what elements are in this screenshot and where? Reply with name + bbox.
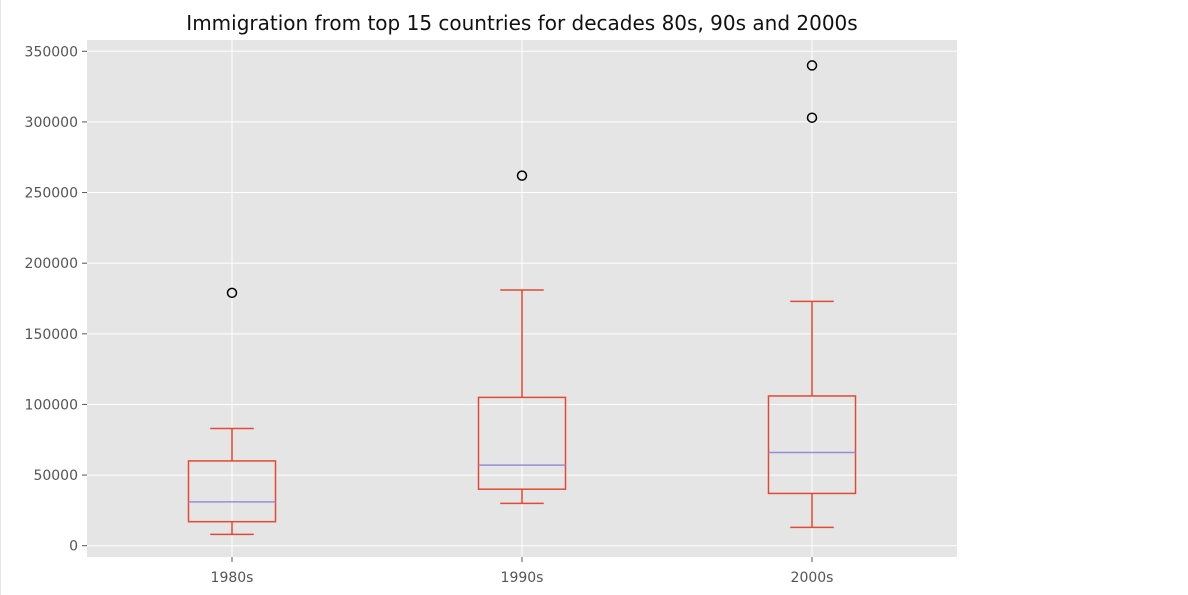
interquartile-box <box>767 395 857 495</box>
x-tick-label: 1980s <box>211 570 254 586</box>
box-2000s <box>767 60 857 529</box>
interquartile-box <box>187 460 277 523</box>
x-tick-label: 2000s <box>791 570 834 586</box>
x-axis-ticks: 1980s 1990s 2000s <box>211 557 834 586</box>
y-tick-label: 250000 <box>25 186 78 202</box>
outlier-point <box>806 60 818 71</box>
y-tick-label: 0 <box>69 539 78 555</box>
outlier-point <box>806 112 818 123</box>
y-tick-label: 100000 <box>25 397 78 413</box>
outlier-point <box>516 170 528 181</box>
y-tick-label: 350000 <box>25 44 78 60</box>
y-tick-label: 150000 <box>25 327 78 343</box>
interquartile-box <box>477 396 567 490</box>
y-tick-label: 300000 <box>25 115 78 131</box>
outlier-point <box>226 287 238 299</box>
box-1990s <box>477 170 567 505</box>
box-plot-series <box>187 60 857 536</box>
y-tick-label: 200000 <box>25 256 78 272</box>
box-1980s <box>187 287 277 536</box>
y-tick-label: 50000 <box>33 468 78 484</box>
chart-title: Immigration from top 15 countries for de… <box>186 11 857 35</box>
y-axis-ticks: 0 50000 100000 150000 200000 250000 300000 3500… <box>25 44 87 555</box>
x-tick-label: 1990s <box>501 570 544 586</box>
